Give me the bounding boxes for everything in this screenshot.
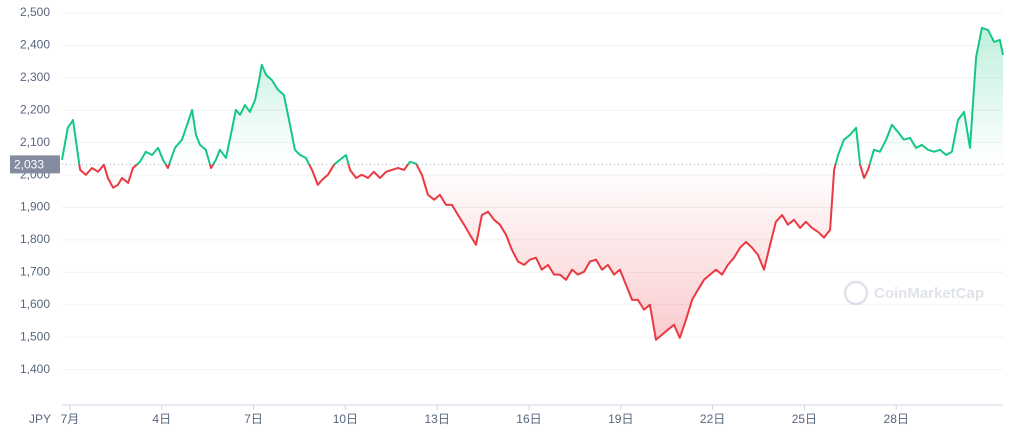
- y-tick-label: 1,900: [20, 200, 50, 214]
- x-tick-label: 22日: [700, 412, 725, 426]
- y-tick-label: 1,800: [20, 232, 50, 246]
- baseline-label: 2,033: [14, 158, 44, 172]
- y-tick-label: 1,400: [20, 362, 50, 376]
- x-tick-label: 7月: [61, 412, 80, 426]
- y-tick-label: 1,700: [20, 265, 50, 279]
- x-tick-label: 16日: [516, 412, 541, 426]
- y-tick-label: 1,600: [20, 297, 50, 311]
- y-tick-label: 1,500: [20, 329, 50, 343]
- y-tick-label: 2,100: [20, 135, 50, 149]
- watermark: CoinMarketCap: [843, 280, 984, 306]
- y-tick-label: 2,300: [20, 70, 50, 84]
- x-tick-label: 7日: [244, 412, 263, 426]
- x-tick-label: 28日: [884, 412, 909, 426]
- y-tick-label: 2,200: [20, 102, 50, 116]
- x-tick-label: 19日: [608, 412, 633, 426]
- price-line: [61, 26, 1004, 341]
- y-tick-label: 2,400: [20, 38, 50, 52]
- x-tick-label: 25日: [792, 412, 817, 426]
- x-tick-label: 4日: [152, 412, 171, 426]
- baseline-label-box: [10, 155, 60, 174]
- currency-label: JPY: [29, 412, 51, 426]
- watermark-logo: [843, 280, 869, 306]
- x-tick-label: 10日: [333, 412, 358, 426]
- price-area: [62, 27, 1003, 340]
- watermark-text: CoinMarketCap: [874, 285, 984, 302]
- x-tick-label: 13日: [424, 412, 449, 426]
- y-tick-label: 2,500: [20, 5, 50, 19]
